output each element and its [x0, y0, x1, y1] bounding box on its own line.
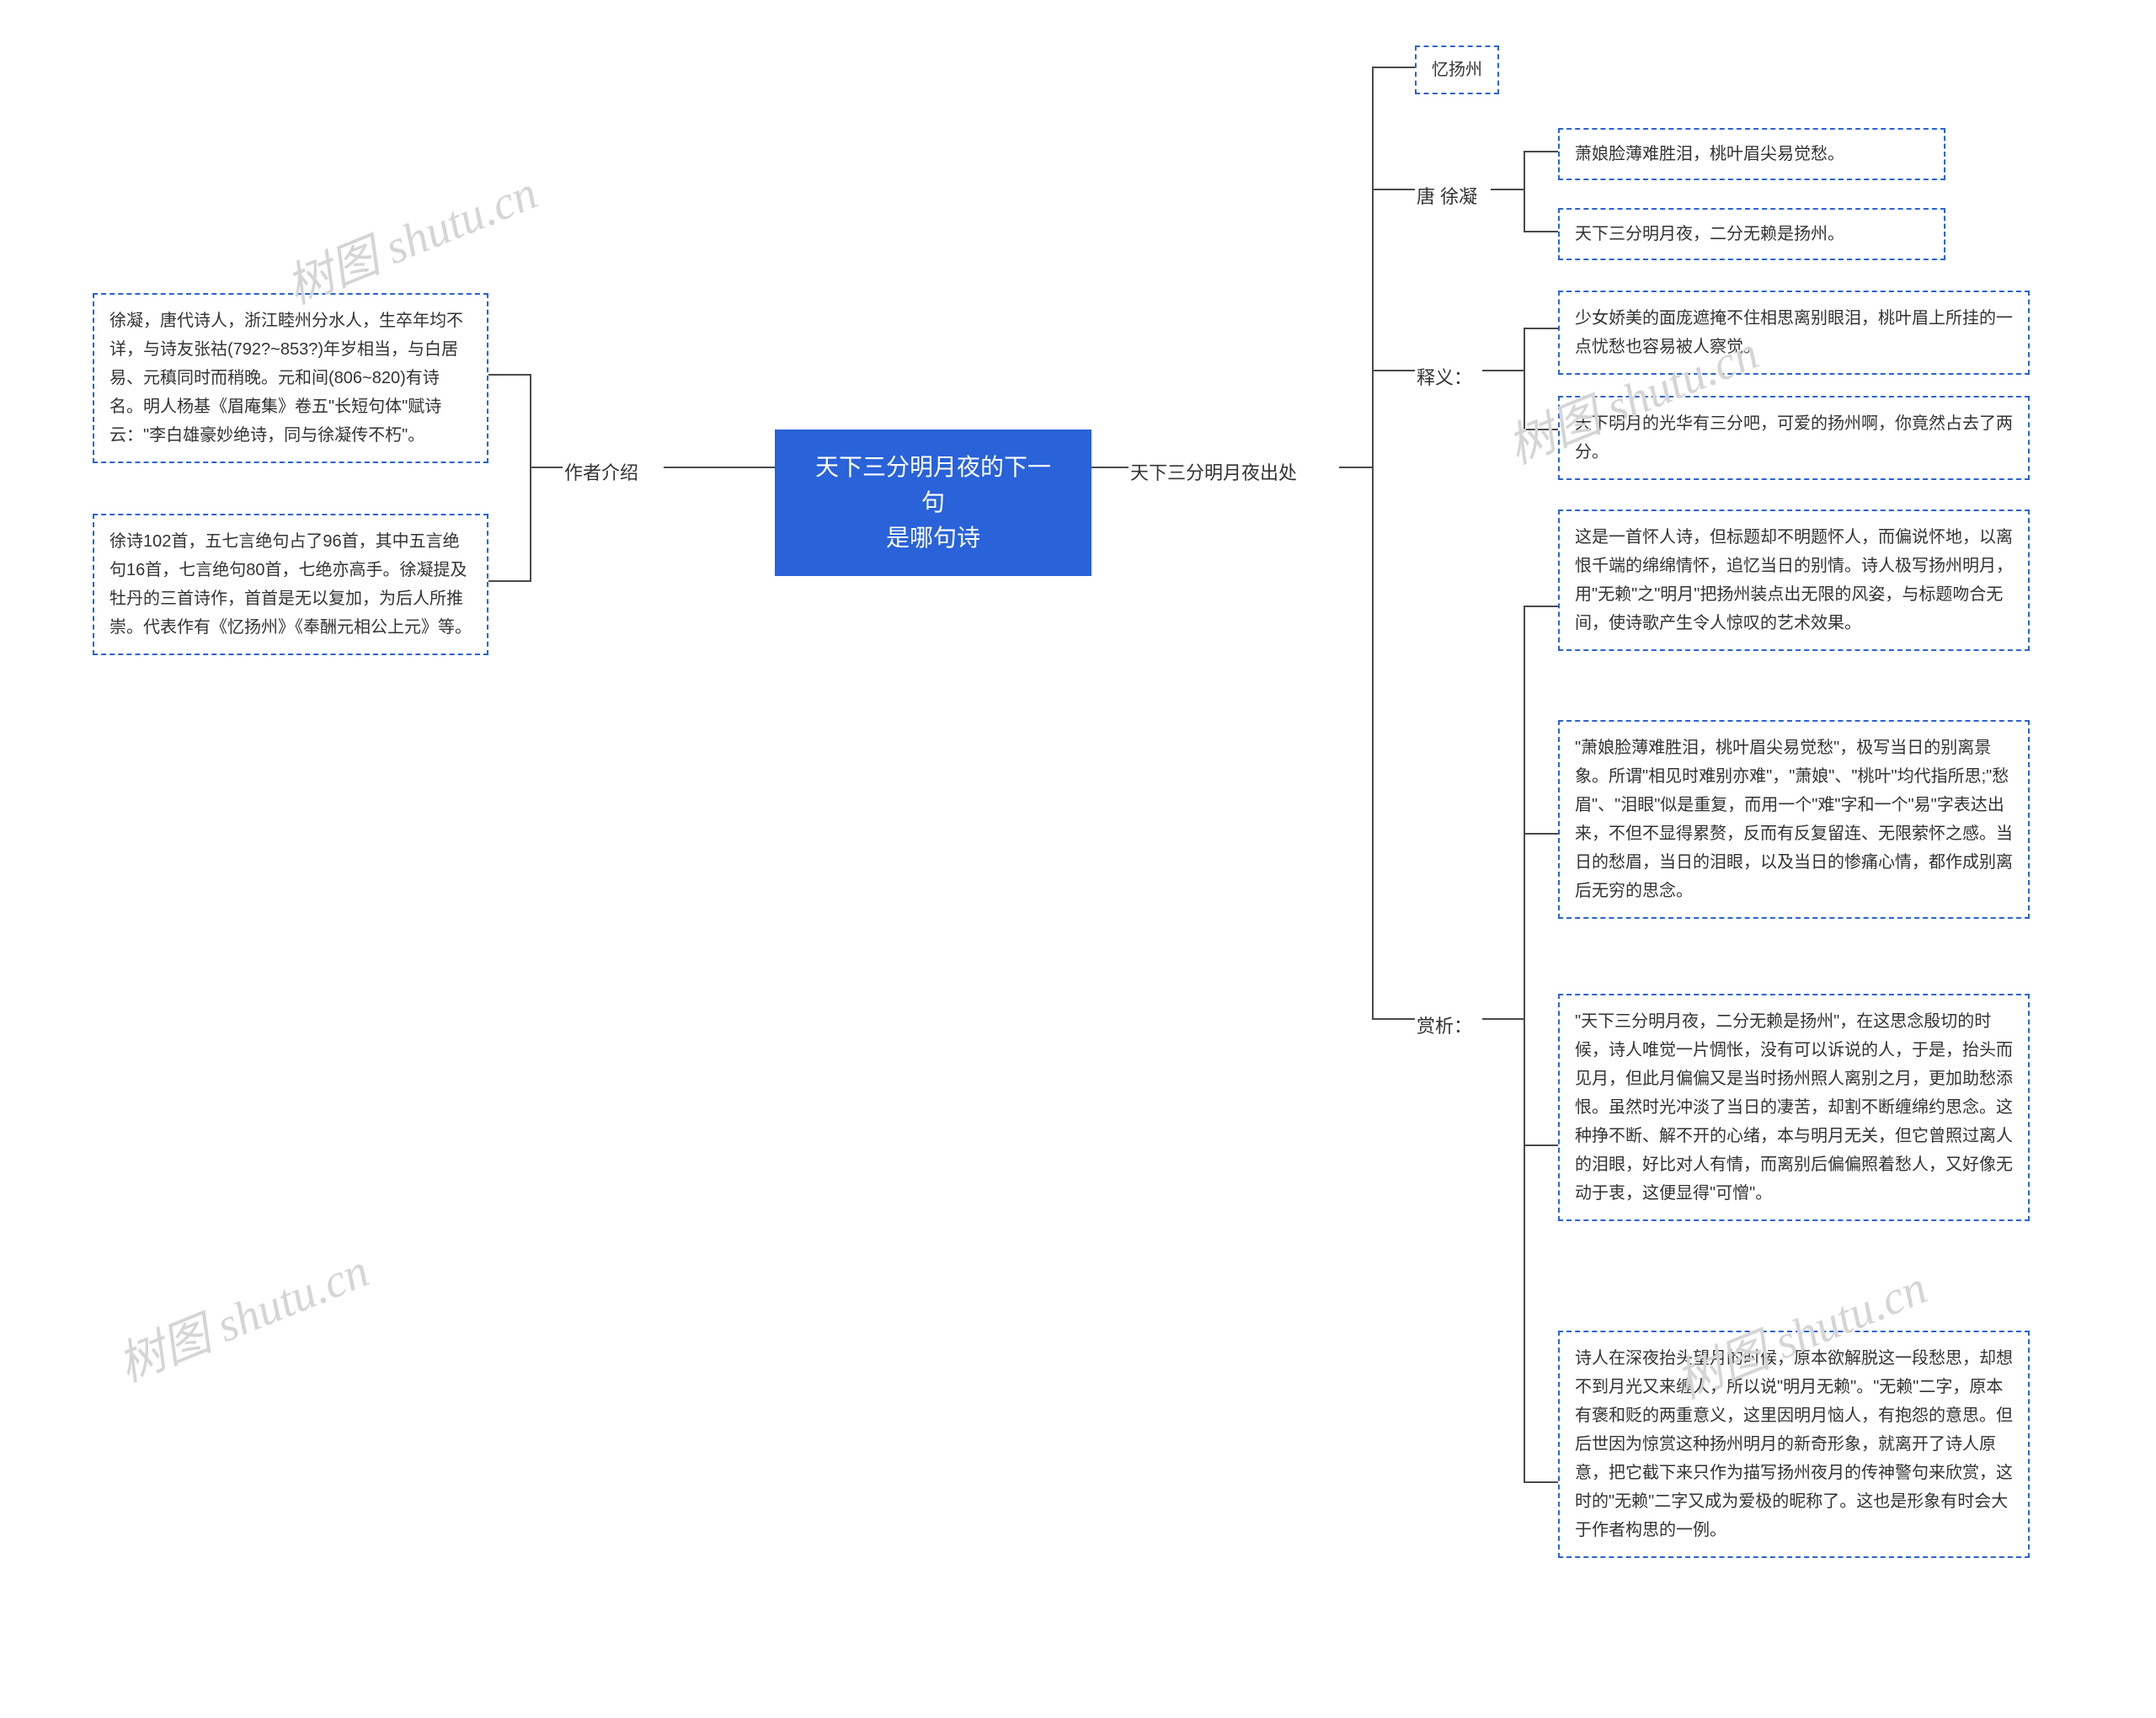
left-leaf-0[interactable]: 徐凝，唐代诗人，浙江睦州分水人，生卒年均不详，与诗友张祜(792?~853?)年… [93, 293, 488, 463]
right-branch-label[interactable]: 天下三分明月夜出处 [1129, 453, 1299, 490]
root-node[interactable]: 天下三分明月夜的下一句 是哪句诗 [775, 430, 1091, 576]
sub-branch-3-label[interactable]: 赏析： [1415, 1006, 1474, 1043]
root-line2: 是哪句诗 [886, 525, 980, 551]
sub1-leaf-0[interactable]: 萧娘脸薄难胜泪，桃叶眉尖易觉愁。 [1558, 128, 1945, 180]
sub1-leaf-1[interactable]: 天下三分明月夜，二分无赖是扬州。 [1558, 208, 1945, 260]
sub3-leaf-0[interactable]: 这是一首怀人诗，但标题却不明题怀人，而偏说怀地，以离恨千端的绵绵情怀，追忆当日的… [1558, 510, 2030, 651]
left-leaf-1[interactable]: 徐诗102首，五七言绝句占了96首，其中五言绝句16首，七言绝句80首，七绝亦高… [93, 514, 488, 655]
sub-branch-1-label[interactable]: 唐 徐凝 [1415, 177, 1479, 214]
watermark-1: 树图 shutu.cn [106, 1233, 377, 1395]
sub3-leaf-1[interactable]: "萧娘脸薄难胜泪，桃叶眉尖易觉愁"，极写当日的别离景象。所谓"相见时难别亦难"，… [1558, 720, 2030, 919]
sub3-leaf-2[interactable]: "天下三分明月夜，二分无赖是扬州"，在这思念殷切的时候，诗人唯觉一片惆怅，没有可… [1558, 994, 2030, 1221]
left-branch-label[interactable]: 作者介绍 [563, 453, 640, 490]
sub-branch-0-label[interactable]: 忆扬州 [1415, 45, 1499, 94]
root-line1: 天下三分明月夜的下一句 [815, 454, 1051, 515]
sub-branch-2-label[interactable]: 释义： [1415, 358, 1474, 395]
